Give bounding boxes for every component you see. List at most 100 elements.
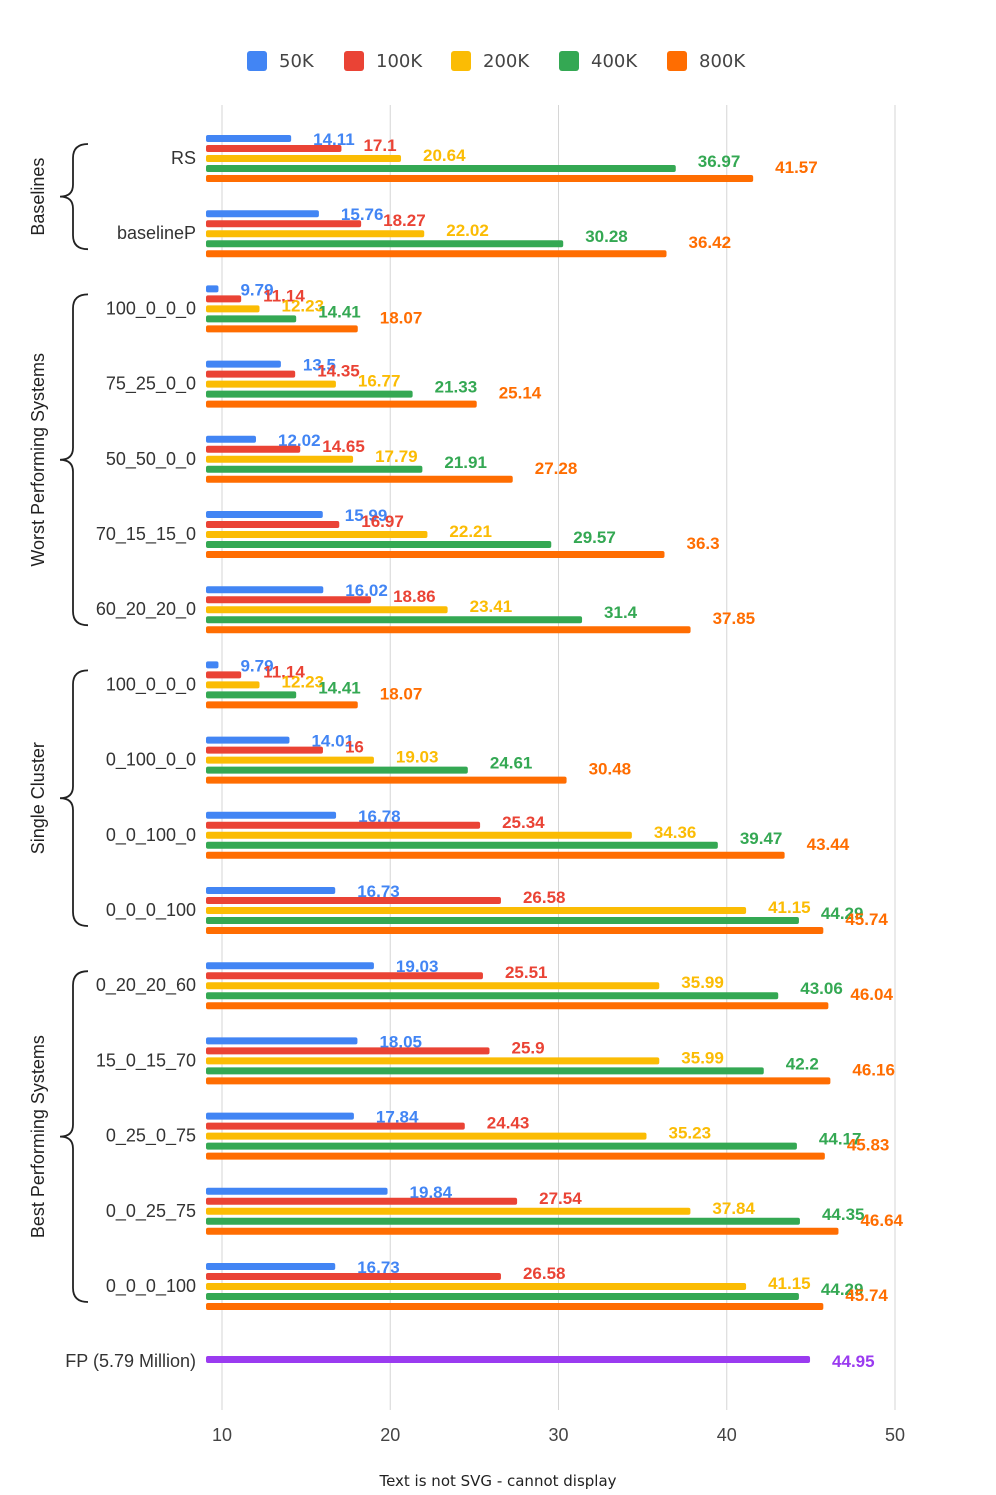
data-label-100k: 17.1 [363, 136, 396, 155]
bar-200k [206, 606, 448, 614]
data-label-400k: 44.29 [821, 904, 864, 923]
data-label-100k: 11.14 [263, 286, 305, 305]
category-label: 70_15_15_0 [96, 524, 196, 545]
legend-item-400k[interactable]: 400K [559, 50, 637, 72]
data-label-400k: 14.41 [318, 302, 361, 321]
data-label-200k: 22.21 [449, 522, 492, 541]
x-tick-label-10: 10 [212, 1425, 232, 1445]
data-label-800k: 41.57 [775, 158, 818, 177]
bar-400k [206, 165, 676, 172]
data-label-200k: 35.99 [681, 973, 724, 992]
group-brace [59, 970, 89, 1303]
bar-800k [206, 1077, 831, 1085]
bar-200k [206, 907, 747, 914]
category-label: 50_50_0_0 [106, 449, 196, 470]
bar-800k [206, 325, 358, 333]
group-label: Baselines [28, 158, 48, 236]
bar-50k [206, 210, 319, 218]
group-brace [59, 143, 89, 251]
bar-400k [206, 691, 297, 699]
bar-100k [206, 897, 501, 904]
data-label-400k: 29.57 [573, 528, 616, 547]
data-label-100k: 25.51 [505, 963, 548, 982]
data-label-50k: 12.02 [278, 431, 321, 450]
data-label-50k: 16.73 [357, 1258, 400, 1277]
category-label-fp: FP (5.79 Million) [65, 1351, 196, 1371]
data-label-400k: 31.4 [604, 603, 638, 622]
legend-swatch-50k [247, 51, 267, 71]
bar-100k [206, 821, 481, 829]
category-label: baselineP [117, 223, 196, 243]
data-label-100k: 16.97 [361, 512, 404, 531]
bar-800k [206, 927, 824, 934]
bar-400k [206, 240, 564, 248]
category-label: 0_20_20_60 [96, 975, 196, 996]
data-label-400k: 42.2 [786, 1054, 819, 1073]
data-label-50k: 16.02 [345, 581, 388, 600]
data-label-400k: 21.33 [435, 378, 478, 397]
data-label-400k: 44.29 [821, 1280, 864, 1299]
bar-800k [206, 1227, 839, 1235]
bar-200k [206, 982, 660, 990]
data-label-100k: 16 [345, 738, 364, 757]
bar-400k [206, 841, 718, 849]
data-label-200k: 37.84 [712, 1199, 755, 1218]
bar-100k [206, 370, 296, 378]
data-label-400k: 44.17 [819, 1130, 862, 1149]
data-label-100k: 24.43 [487, 1114, 530, 1133]
bar-50k [206, 511, 323, 518]
data-label-50k: 14.01 [311, 732, 354, 751]
bar-800k [206, 551, 665, 558]
data-label-800k: 45.83 [847, 1136, 890, 1155]
bar-800k [206, 400, 477, 408]
bar-50k [206, 135, 292, 142]
legend-item-200k[interactable]: 200K [451, 50, 529, 72]
data-label-50k: 19.03 [396, 957, 439, 976]
x-tick-label-30: 30 [548, 1425, 568, 1445]
bar-200k [206, 756, 374, 764]
data-label-200k: 23.41 [470, 597, 513, 616]
data-label-800k: 43.44 [807, 835, 850, 854]
data-label-50k: 15.99 [345, 506, 388, 525]
data-label-100k: 14.35 [317, 362, 360, 381]
group-brace [59, 293, 89, 627]
data-label-400k: 30.28 [585, 227, 628, 246]
bar-50k [206, 887, 336, 894]
category-label: 0_0_25_75 [106, 1201, 196, 1222]
data-label-800k: 45.74 [845, 1286, 888, 1305]
category-label: 0_0_100_0 [106, 825, 196, 846]
bar-50k [206, 1112, 354, 1120]
bar-400k [206, 616, 583, 624]
bar-400k [206, 465, 423, 473]
data-label-800k: 25.14 [499, 384, 542, 403]
bar-50k [206, 811, 337, 819]
group-brace [59, 669, 89, 927]
data-label-50k: 16.78 [358, 807, 401, 826]
legend-swatch-800k [667, 51, 687, 71]
legend-item-100k[interactable]: 100K [344, 50, 422, 72]
data-label-200k: 16.77 [358, 372, 401, 391]
bar-100k [206, 521, 340, 528]
legend-item-800k[interactable]: 800K [667, 50, 745, 72]
bar-100k [206, 746, 323, 754]
data-label-400k: 44.35 [822, 1205, 865, 1224]
data-label-200k: 20.64 [423, 146, 466, 165]
data-label-800k: 46.64 [860, 1211, 903, 1230]
legend-item-50k[interactable]: 50K [247, 50, 314, 72]
bar-100k [206, 445, 301, 453]
bar-400k [206, 1217, 800, 1225]
bar-800k [206, 851, 785, 859]
group-label: Best Performing Systems [28, 1035, 48, 1238]
bar-800k [206, 250, 667, 258]
legend-label-200k: 200K [483, 50, 530, 72]
bar-100k [206, 671, 242, 679]
bar-400k [206, 1293, 799, 1300]
data-label-50k: 15.76 [341, 205, 384, 224]
data-label-800k: 46.16 [852, 1060, 895, 1079]
bar-800k [206, 776, 567, 784]
data-label-100k: 18.86 [393, 587, 436, 606]
data-label-800k: 37.85 [713, 609, 756, 628]
bar-800k [206, 475, 513, 483]
bar-200k [206, 230, 425, 238]
bar-100k [206, 145, 342, 152]
